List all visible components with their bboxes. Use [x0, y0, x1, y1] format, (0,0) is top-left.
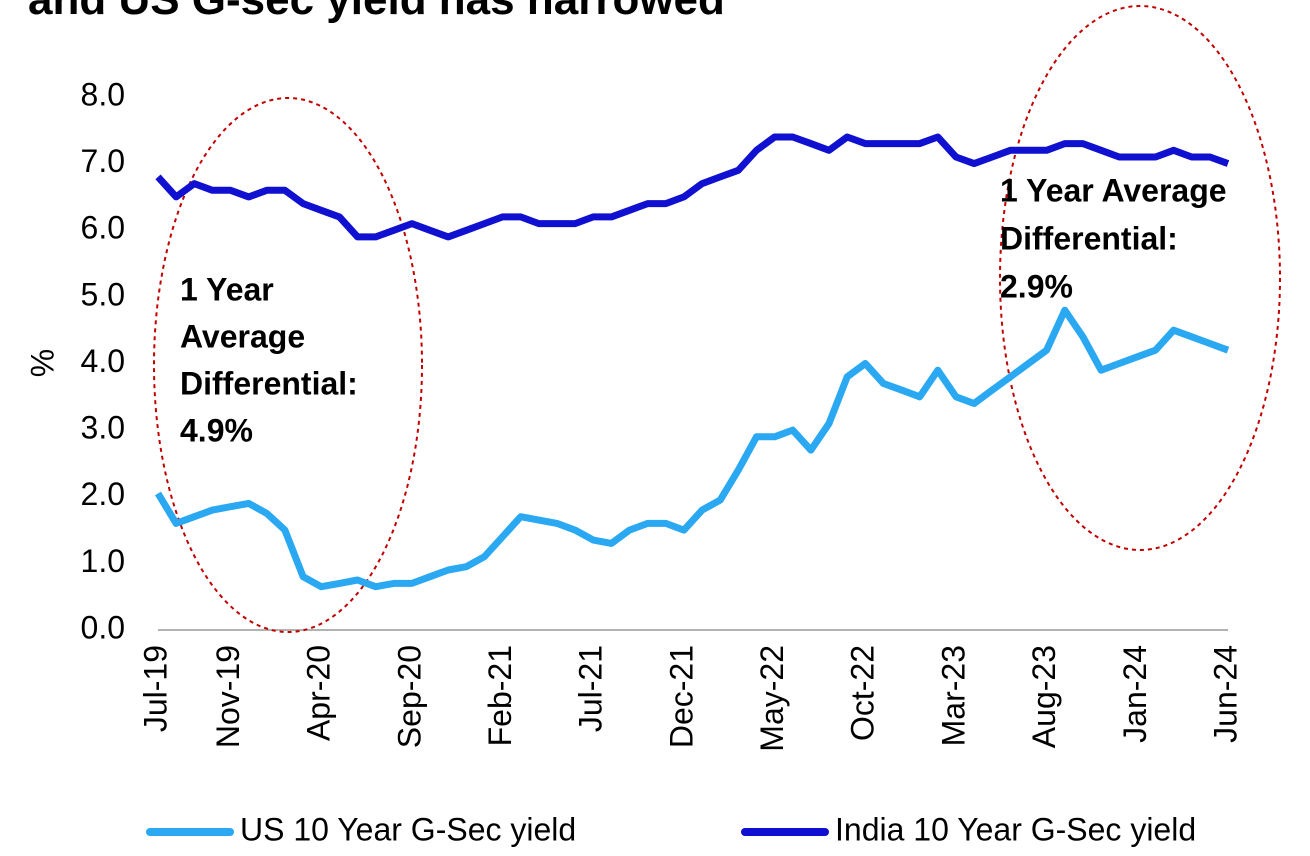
x-tick-label: Dec-21 [663, 645, 699, 748]
legend-label: US 10 Year G-Sec yield [240, 811, 576, 847]
series-line [155, 306, 1230, 591]
series-line [155, 133, 1230, 241]
annotation: Average [180, 318, 305, 354]
x-tick-label: May-22 [754, 645, 790, 752]
y-tick-label: 1.0 [81, 543, 125, 579]
y-tick-label: 0.0 [81, 609, 125, 645]
annotation: 1 Year [180, 271, 274, 307]
x-tick-label: Apr-20 [301, 645, 337, 741]
x-tick-label: Aug-23 [1026, 645, 1062, 748]
x-tick-label: Jan-24 [1117, 645, 1153, 743]
annotation: 2.9% [1000, 268, 1073, 304]
y-tick-label: 5.0 [81, 276, 125, 312]
x-tick-label: Mar-23 [935, 645, 971, 746]
x-tick-label: Nov-19 [210, 645, 246, 748]
y-tick-label: 2.0 [81, 476, 125, 512]
highlight-ellipse [153, 97, 423, 633]
x-tick-label: Jul-21 [573, 645, 609, 732]
y-tick-label: 6.0 [81, 210, 125, 246]
y-tick-label: 4.0 [81, 343, 125, 379]
legend-label: India 10 Year G-Sec yield [835, 811, 1196, 847]
highlight-ellipse [999, 5, 1281, 551]
x-tick-label: Feb-21 [482, 645, 518, 746]
chart-title: and US G-sec yield has narrowed [28, 0, 725, 24]
x-tick-label: Oct-22 [845, 645, 881, 741]
annotation: Differential: [1000, 220, 1178, 256]
annotation: 1 Year Average [1000, 172, 1227, 208]
y-axis-label: % [24, 349, 60, 377]
y-tick-label: 3.0 [81, 410, 125, 446]
annotation: Differential: [180, 365, 358, 401]
y-tick-label: 8.0 [81, 76, 125, 112]
x-tick-label: Jul-19 [137, 645, 173, 732]
x-tick-label: Sep-20 [391, 645, 427, 748]
y-tick-label: 7.0 [81, 143, 125, 179]
annotation: 4.9% [180, 412, 253, 448]
x-tick-label: Jun-24 [1207, 645, 1243, 743]
